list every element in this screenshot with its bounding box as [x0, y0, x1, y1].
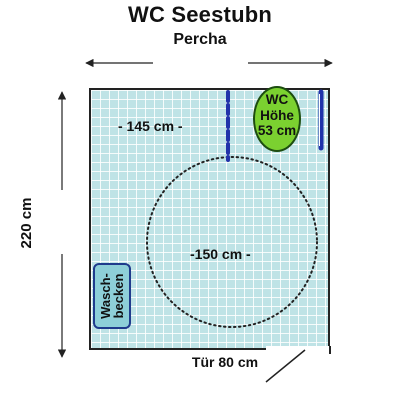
- door-leaf: [265, 349, 306, 383]
- wc-label-line2: Höhe: [260, 107, 294, 123]
- height-arrow-label-gap: [52, 190, 72, 254]
- wc-label: WC Höhe 53 cm: [246, 92, 308, 139]
- turning-circle-label: -150 cm -: [190, 246, 251, 262]
- door-opening: [266, 346, 332, 352]
- page-subtitle: Percha: [173, 31, 227, 48]
- sink-icon: [93, 263, 131, 329]
- wc-label-line1: WC: [265, 92, 289, 107]
- page-title: WC Seestubn: [128, 2, 272, 27]
- door-label: Tür 80 cm: [191, 354, 259, 370]
- wc-toilet-icon: [253, 86, 301, 152]
- clearance-top-label: - 145 cm -: [118, 118, 183, 134]
- sink-label-line2: becken: [111, 273, 126, 319]
- turning-circle: [146, 156, 318, 328]
- sink-label: Wasch- becken: [98, 258, 126, 334]
- width-arrow-label-gap: [153, 54, 248, 72]
- wc-label-line3: 53 cm: [257, 123, 297, 139]
